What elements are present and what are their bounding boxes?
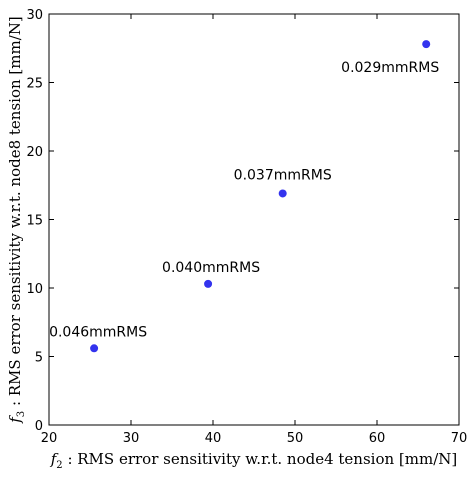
x-tick-label: 50: [287, 431, 304, 446]
y-tick-label: 30: [26, 8, 43, 23]
point-label: 0.040mmRMS: [162, 260, 260, 276]
data-point: [90, 344, 99, 353]
x-tick-label: 60: [369, 431, 386, 446]
y-axis-label: f3 : RMS error sensitivity w.r.t. node8 …: [6, 16, 27, 424]
point-label: 0.046mmRMS: [49, 324, 147, 340]
y-tick-label: 20: [26, 145, 43, 160]
data-point: [422, 40, 431, 49]
data-point: [204, 279, 213, 288]
point-annotations: 0.046mmRMS 0.040mmRMS 0.037mmRMS 0.029mmRMS: [49, 60, 439, 340]
y-tick-label: 5: [35, 351, 43, 366]
x-tick-label: 70: [451, 431, 468, 446]
point-label: 0.037mmRMS: [234, 167, 332, 183]
point-label: 0.029mmRMS: [341, 60, 439, 76]
data-points: [90, 40, 431, 353]
axis-ticks: 20 30 40 50 60 70 0 5 10 15 20 25 30: [26, 8, 467, 446]
x-tick-label: 30: [123, 431, 140, 446]
data-point: [278, 189, 287, 198]
x-axis-label: f2 : RMS error sensitivity w.r.t. node4 …: [50, 450, 458, 471]
y-tick-label: 25: [26, 77, 43, 92]
y-tick-label: 0: [35, 419, 43, 434]
y-tick-label: 10: [26, 282, 43, 297]
x-tick-label: 40: [205, 431, 222, 446]
x-tick-label: 20: [41, 431, 58, 446]
y-tick-label: 15: [26, 214, 43, 229]
